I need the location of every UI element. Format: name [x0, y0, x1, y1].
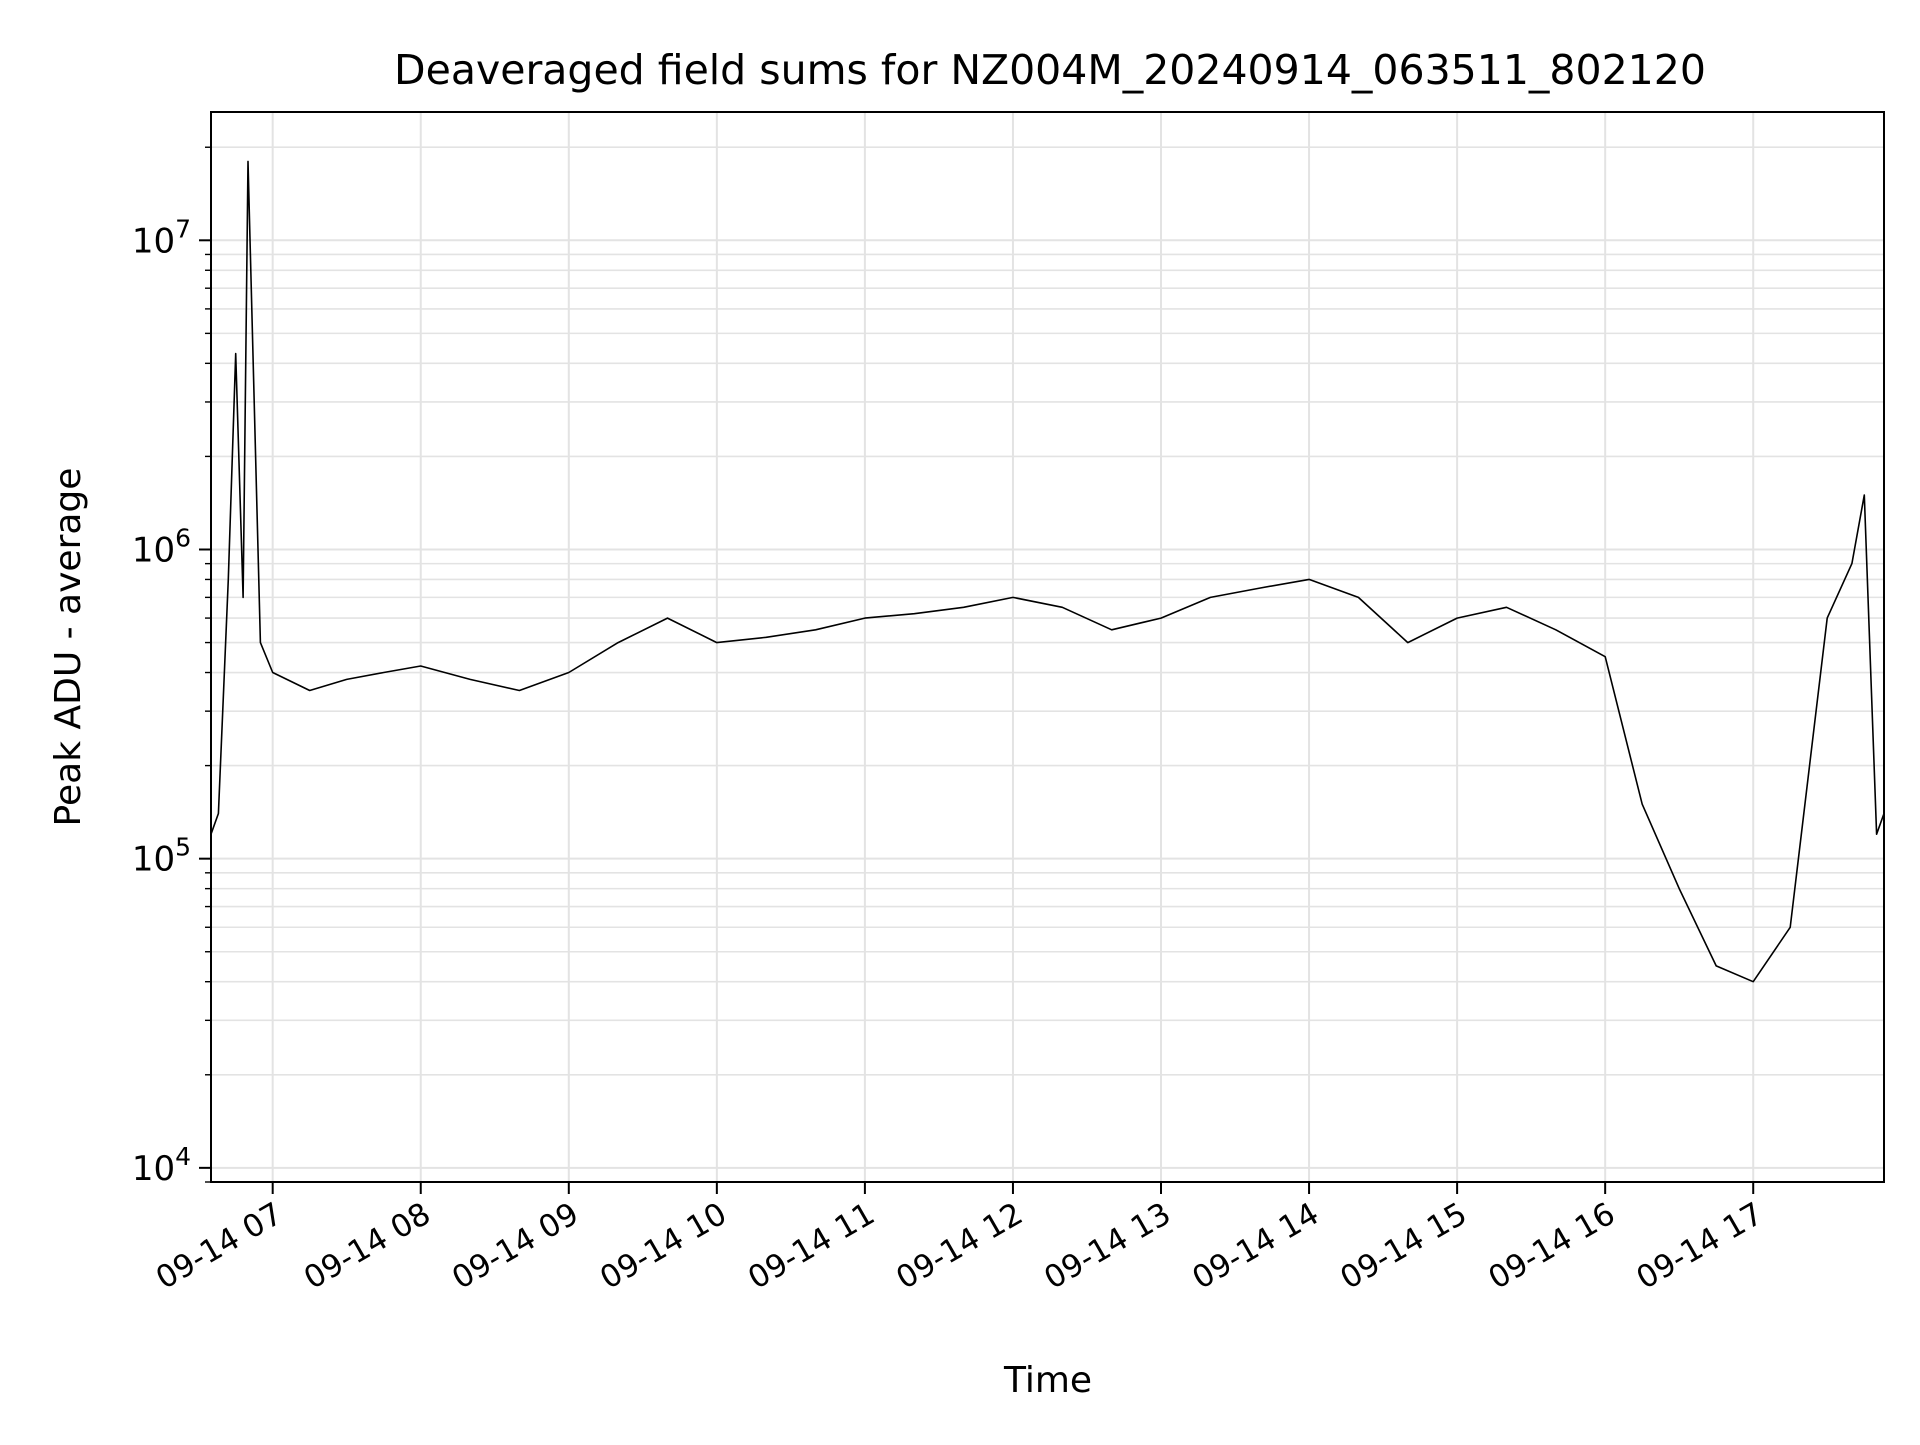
- y-tick-base: 10: [132, 221, 175, 261]
- series-line: [210, 160, 1885, 983]
- series-layer: [210, 160, 1885, 983]
- y-tick-label: 107: [132, 214, 191, 261]
- y-tick-base: 10: [132, 530, 175, 570]
- plot-frame: [210, 111, 1885, 1183]
- y-axis-label: Peak ADU - average: [48, 468, 89, 827]
- y-tick-label: 104: [132, 1142, 191, 1189]
- y-tick-exponent: 4: [175, 1142, 191, 1171]
- y-tick-exponent: 7: [175, 214, 191, 243]
- x-axis-label: Time: [1003, 1360, 1092, 1401]
- y-tick-exponent: 6: [175, 523, 191, 552]
- y-tick-label: 106: [132, 523, 191, 570]
- chart-title: Deaveraged field sums for NZ004M_2024091…: [394, 46, 1706, 94]
- y-tick-exponent: 5: [175, 833, 191, 862]
- y-tick-base: 10: [132, 1149, 175, 1189]
- y-tick-base: 10: [132, 840, 175, 880]
- y-tick-label: 105: [132, 833, 191, 880]
